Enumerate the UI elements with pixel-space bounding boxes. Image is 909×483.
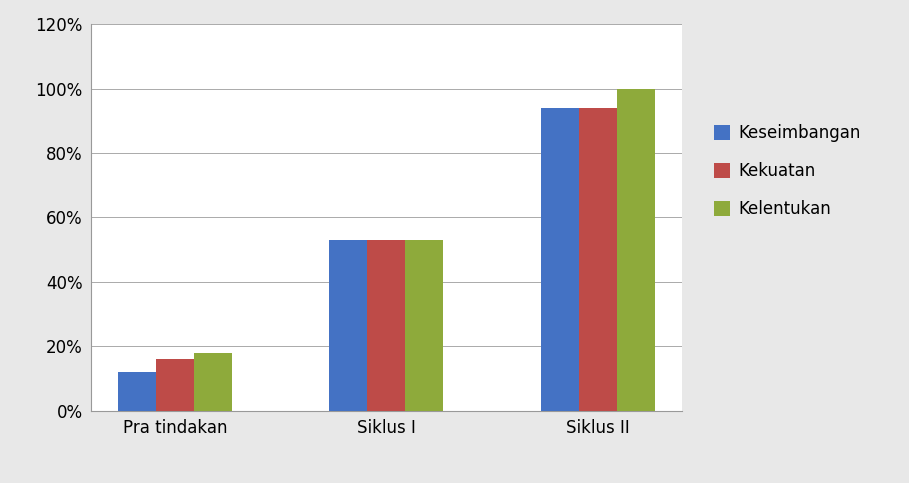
Bar bbox=[155, 359, 194, 411]
Bar bbox=[194, 353, 232, 411]
Bar bbox=[579, 108, 617, 411]
Bar bbox=[541, 108, 579, 411]
Bar bbox=[405, 240, 444, 411]
Legend: Keseimbangan, Kekuatan, Kelentukan: Keseimbangan, Kekuatan, Kelentukan bbox=[702, 113, 873, 229]
Bar bbox=[329, 240, 367, 411]
Bar bbox=[367, 240, 405, 411]
Bar bbox=[617, 88, 654, 411]
Bar bbox=[118, 372, 155, 411]
